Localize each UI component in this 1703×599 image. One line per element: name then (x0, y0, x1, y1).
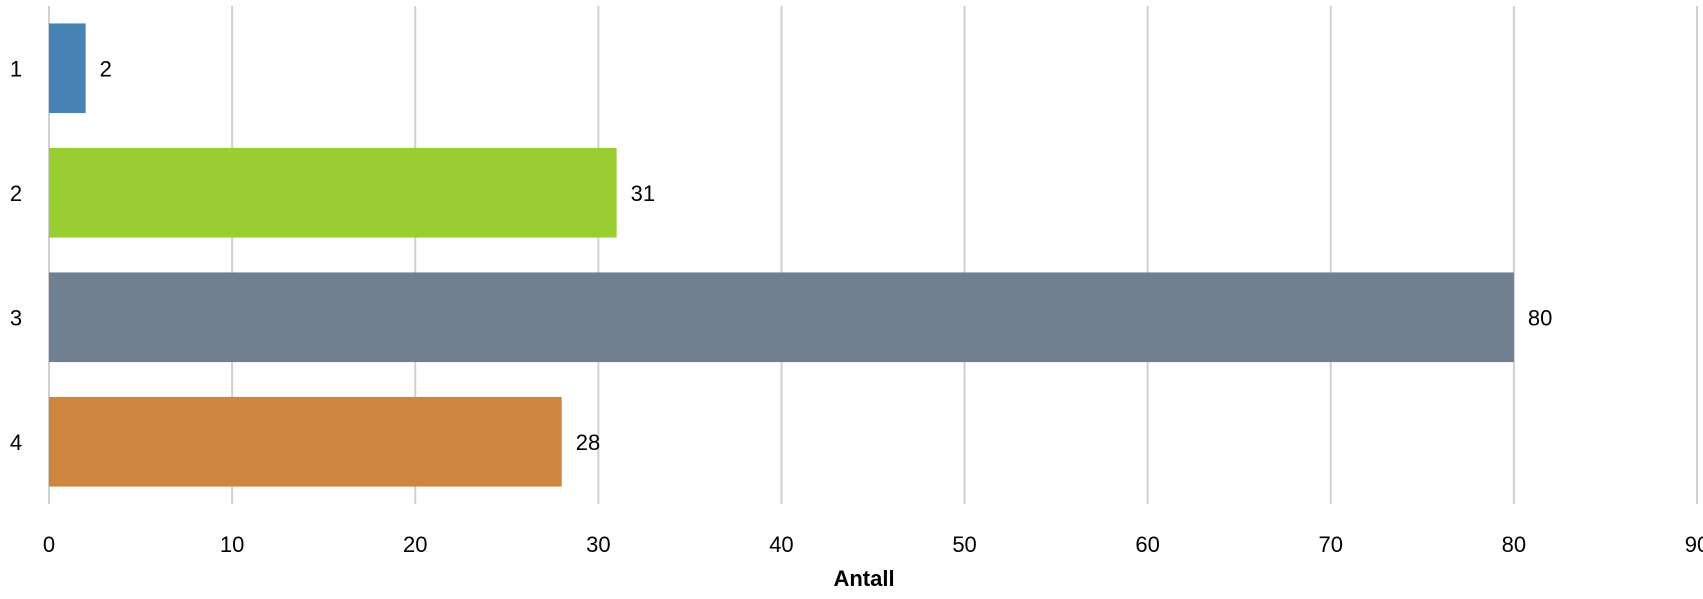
x-tick-label: 70 (1319, 532, 1343, 557)
x-tick-label: 10 (220, 532, 244, 557)
y-tick-label: 1 (10, 56, 22, 81)
y-tick-label: 3 (10, 305, 22, 330)
data-label: 80 (1528, 305, 1552, 330)
category-axis: 1 2 3 4 (10, 56, 22, 455)
x-tick-label: 20 (403, 532, 427, 557)
value-axis: 0 10 20 30 40 50 60 70 80 90 (43, 532, 1703, 557)
x-tick-label: 30 (586, 532, 610, 557)
bars (49, 23, 1514, 487)
x-tick-label: 60 (1135, 532, 1159, 557)
x-tick-label: 90 (1685, 532, 1703, 557)
data-label: 2 (100, 56, 112, 81)
x-tick-label: 80 (1502, 532, 1526, 557)
x-tick-label: 40 (769, 532, 793, 557)
gridlines (48, 6, 1698, 504)
y-tick-label: 2 (10, 181, 22, 206)
bar (49, 23, 86, 114)
x-axis-title: Antall (833, 566, 894, 591)
x-tick-label: 0 (43, 532, 55, 557)
bar (49, 396, 562, 487)
x-tick-label: 50 (952, 532, 976, 557)
y-tick-label: 4 (10, 430, 22, 455)
data-label: 31 (631, 181, 655, 206)
bar (49, 147, 617, 238)
data-label: 28 (576, 430, 600, 455)
data-labels: 2 31 80 28 (100, 56, 1553, 455)
bar (49, 272, 1514, 363)
